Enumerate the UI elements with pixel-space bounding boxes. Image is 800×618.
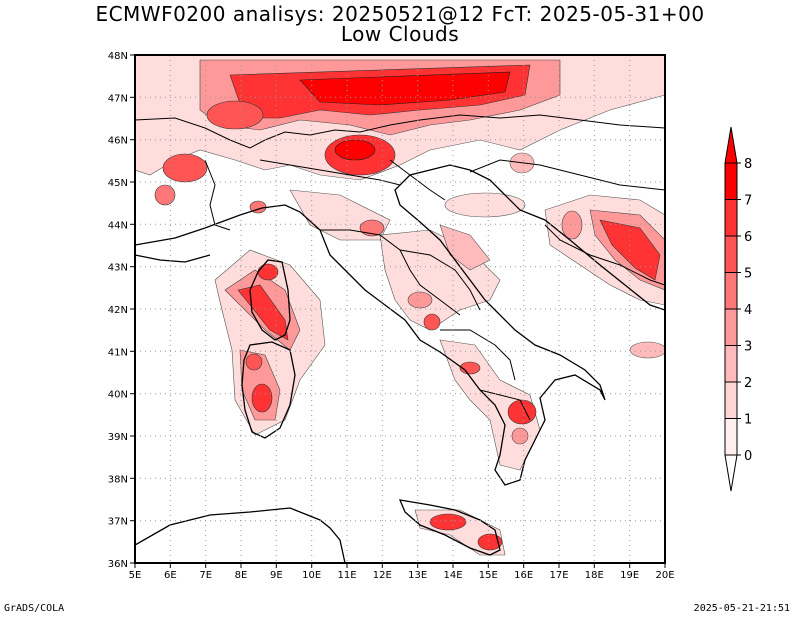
lat-label: 38N — [108, 474, 128, 485]
lon-label: 6E — [164, 570, 177, 581]
lon-label: 15E — [479, 570, 498, 581]
map-subtitle: Low Clouds — [340, 22, 460, 46]
colorbar-label: 8 — [744, 157, 752, 172]
lat-label: 48N — [108, 51, 128, 62]
lat-label: 47N — [108, 93, 128, 104]
coastlines — [135, 164, 665, 563]
lat-label: 39N — [108, 432, 128, 443]
lat-label: 45N — [108, 178, 128, 189]
lon-label: 10E — [302, 570, 321, 581]
lat-label: 46N — [108, 136, 128, 147]
colorbar-label: 4 — [744, 303, 752, 318]
colorbar-label: 1 — [744, 413, 752, 428]
cloud-fields — [135, 55, 665, 556]
lon-label: 14E — [443, 570, 462, 581]
lat-label: 42N — [108, 305, 128, 316]
footer-credit: GrADS/COLA — [4, 603, 65, 614]
colorbar-top-arrow — [724, 126, 738, 164]
colorbar-label: 5 — [744, 267, 752, 282]
lat-label: 43N — [108, 263, 128, 274]
lat-label: 41N — [108, 347, 128, 358]
colorbar-bottom-arrow — [724, 454, 738, 492]
lat-label: 44N — [108, 220, 128, 231]
lon-label: 13E — [408, 570, 427, 581]
lat-label: 40N — [108, 390, 128, 401]
lat-label: 37N — [108, 517, 128, 528]
colorbar-bin — [724, 235, 738, 273]
colorbar-label: 7 — [744, 194, 752, 209]
colorbar-bin — [724, 162, 738, 200]
colorbar-bin — [724, 345, 738, 383]
lat-lon-grid — [135, 55, 665, 563]
map-title: ECMWF0200 analisys: 20250521@12 FcT: 202… — [95, 2, 705, 26]
lon-label: 5E — [129, 570, 142, 581]
axis-ticks — [130, 54, 666, 568]
lat-label: 36N — [108, 559, 128, 570]
lon-label: 12E — [373, 570, 392, 581]
colorbar-bin — [724, 381, 738, 419]
lon-label: 19E — [620, 570, 639, 581]
colorbar-label: 2 — [744, 376, 752, 391]
colorbar-bin — [724, 199, 738, 237]
colorbar-label: 0 — [744, 449, 752, 464]
lon-label: 18E — [585, 570, 604, 581]
lon-label: 11E — [337, 570, 356, 581]
colorbar-bin — [724, 272, 738, 310]
lon-label: 17E — [549, 570, 568, 581]
lat-labels: 48N 47N 46N 45N 44N 43N 42N 41N 40N 39N … — [108, 51, 128, 570]
lon-label: 16E — [514, 570, 533, 581]
lon-label: 9E — [270, 570, 283, 581]
colorbar: 8 7 6 5 4 3 2 1 0 — [724, 126, 752, 492]
colorbar-bin — [724, 308, 738, 346]
lon-label: 8E — [235, 570, 248, 581]
lon-label: 20E — [655, 570, 674, 581]
lon-labels: 5E 6E 7E 8E 9E 10E 11E 12E 13E 14E 15E 1… — [129, 570, 675, 581]
footer-timestamp: 2025-05-21-21:51 — [693, 603, 790, 614]
colorbar-label: 6 — [744, 230, 752, 245]
colorbar-bin — [724, 418, 738, 456]
colorbar-label: 3 — [744, 340, 752, 355]
lon-label: 7E — [199, 570, 212, 581]
